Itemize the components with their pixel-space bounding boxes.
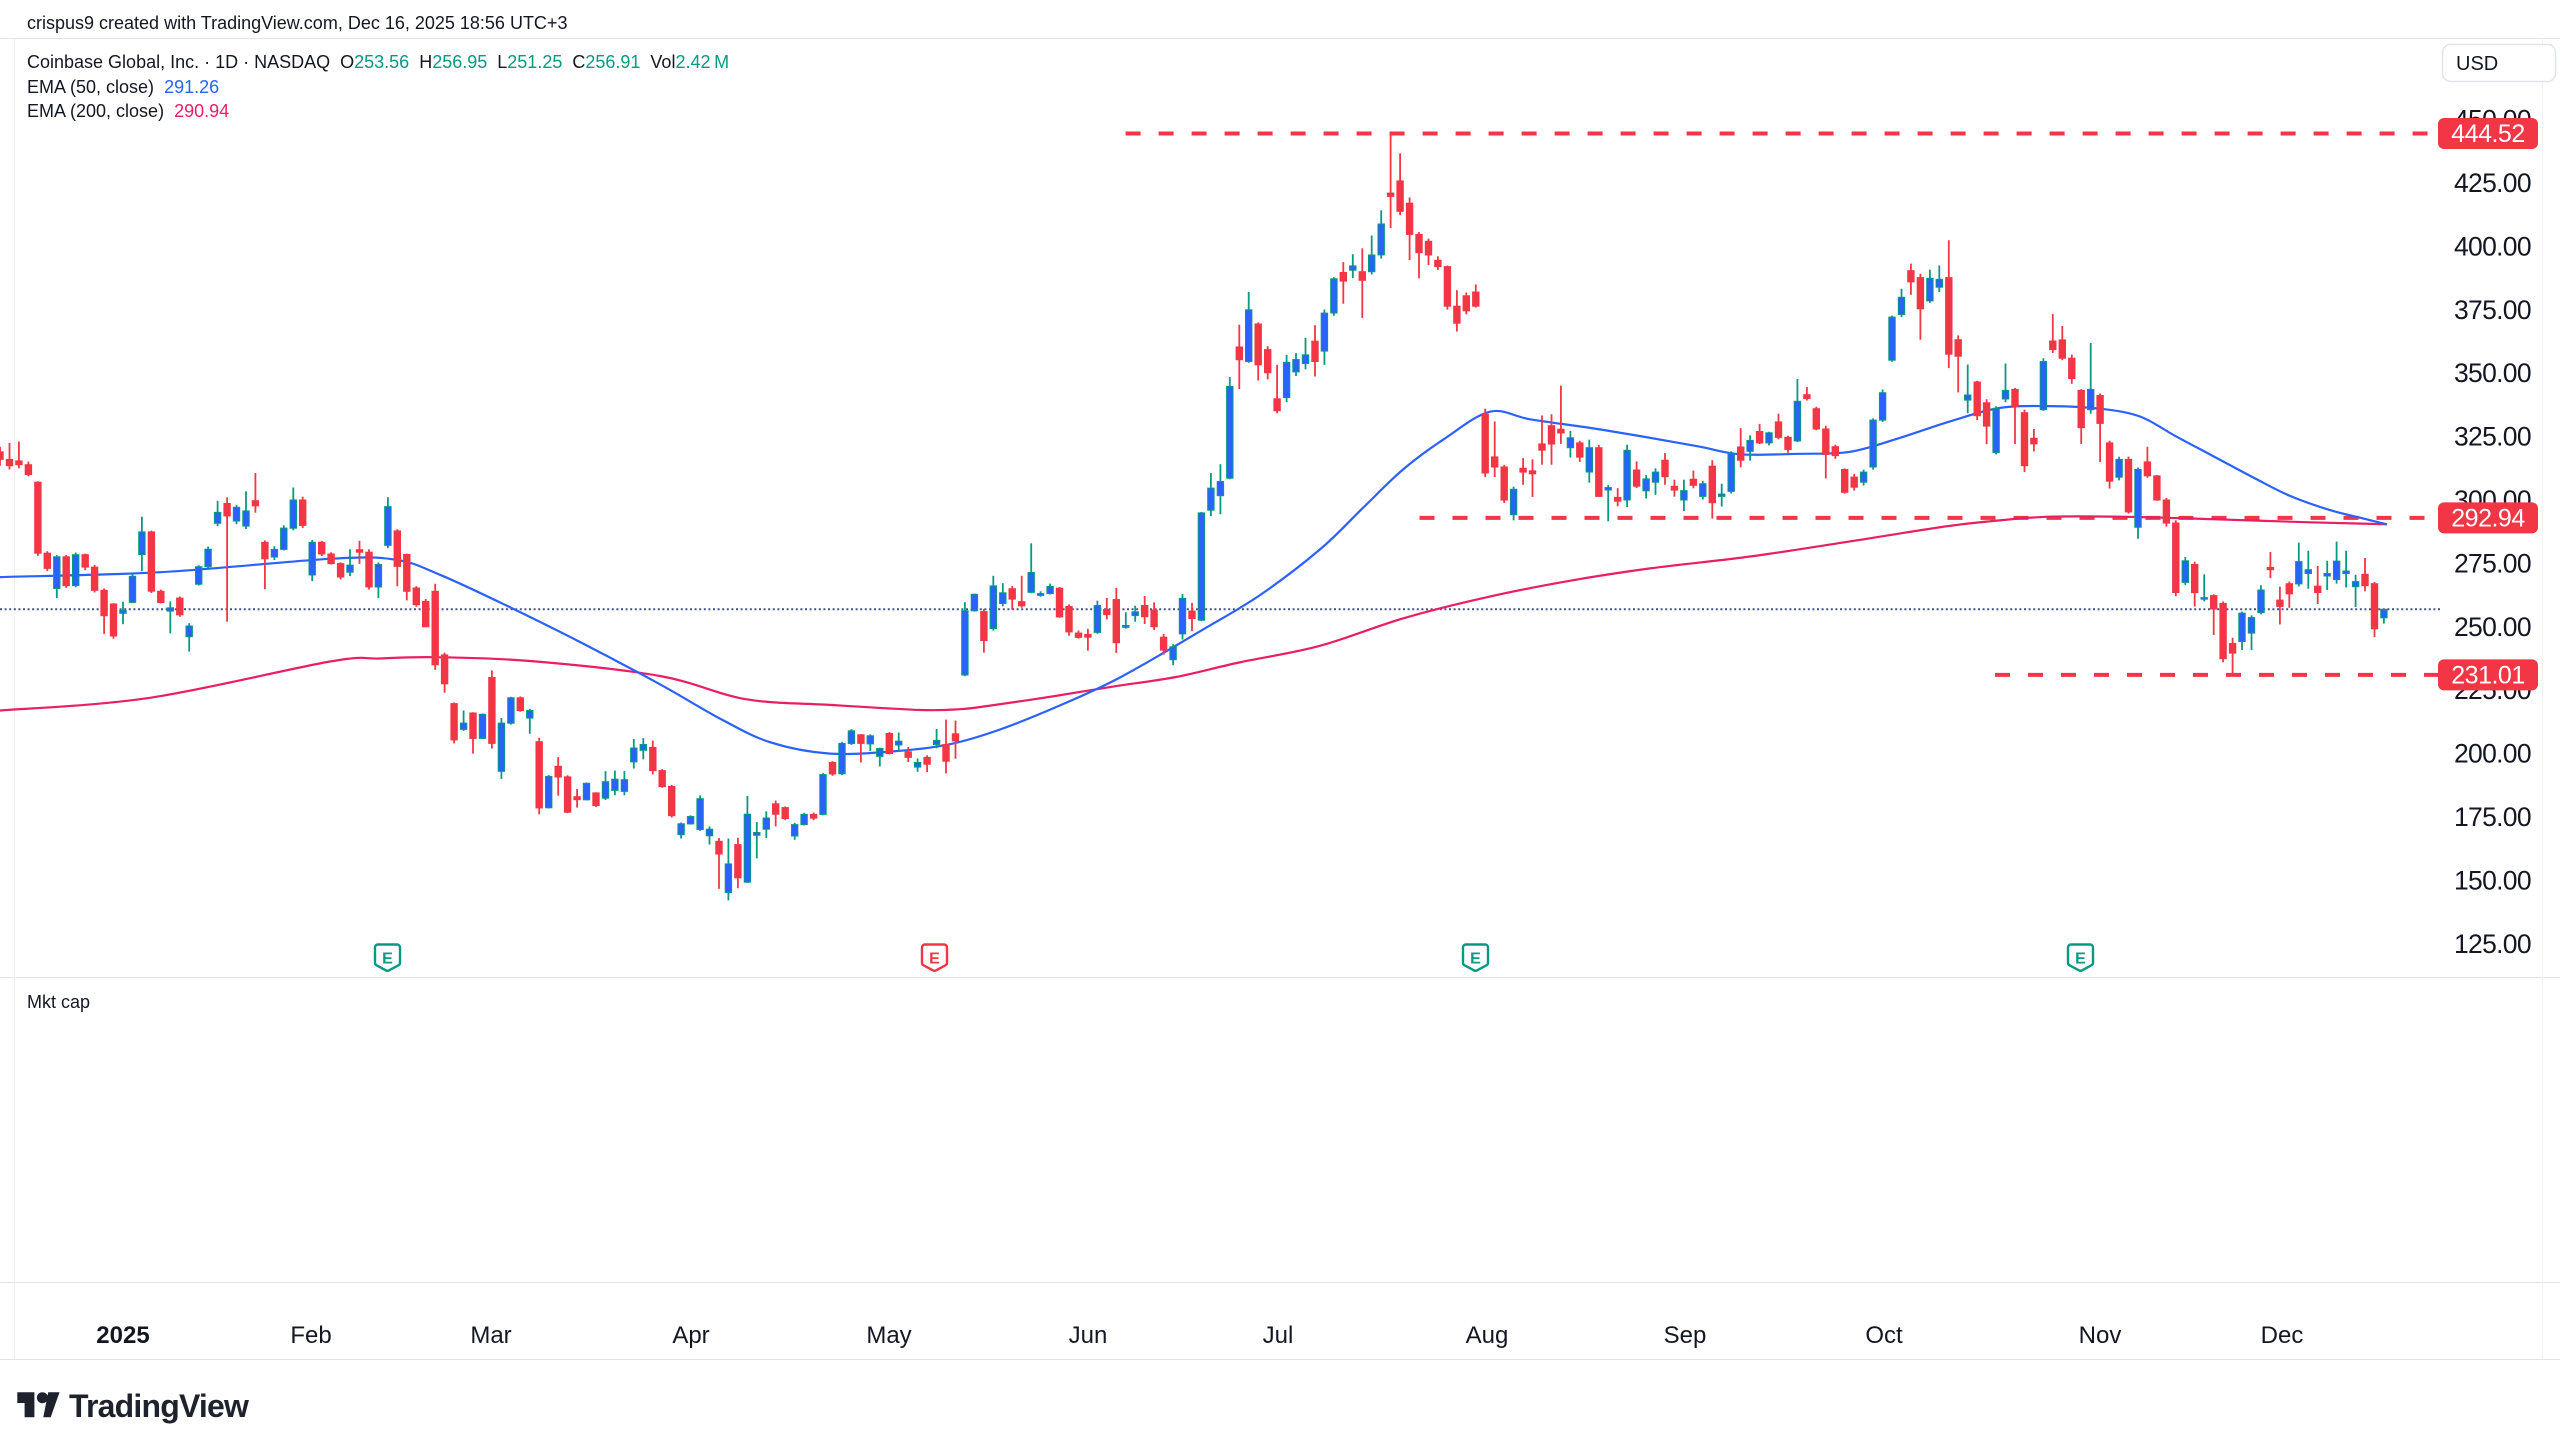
- svg-text:Oct: Oct: [1865, 1322, 1903, 1349]
- svg-text:EMA (50, close) 291.26: EMA (50, close) 291.26: [27, 77, 219, 97]
- svg-text:Aug: Aug: [1466, 1322, 1509, 1349]
- svg-text:Jul: Jul: [1263, 1322, 1294, 1349]
- svg-text:TradingView: TradingView: [69, 1388, 249, 1424]
- svg-text:E: E: [382, 951, 393, 968]
- svg-text:Sep: Sep: [1664, 1322, 1707, 1349]
- svg-text:425.00: 425.00: [2454, 168, 2531, 198]
- svg-text:May: May: [866, 1322, 911, 1349]
- svg-text:Apr: Apr: [672, 1322, 709, 1349]
- svg-text:350.00: 350.00: [2454, 358, 2531, 388]
- svg-text:E: E: [2075, 951, 2086, 968]
- svg-text:375.00: 375.00: [2454, 295, 2531, 325]
- svg-text:Jun: Jun: [1069, 1322, 1108, 1349]
- svg-text:275.00: 275.00: [2454, 548, 2531, 578]
- svg-text:2025: 2025: [96, 1322, 149, 1349]
- svg-text:231.01: 231.01: [2451, 661, 2524, 689]
- svg-text:USD: USD: [2456, 53, 2498, 75]
- svg-text:Coinbase Global, Inc. · 1D · N: Coinbase Global, Inc. · 1D · NASDAQ O253…: [27, 52, 729, 72]
- svg-text:444.52: 444.52: [2451, 120, 2524, 148]
- svg-text:292.94: 292.94: [2451, 504, 2525, 532]
- svg-text:crispus9 created with TradingV: crispus9 created with TradingView.com, D…: [27, 13, 567, 33]
- svg-text:EMA (200, close) 290.94: EMA (200, close) 290.94: [27, 101, 229, 121]
- svg-text:125.00: 125.00: [2454, 929, 2531, 959]
- svg-text:325.00: 325.00: [2454, 422, 2531, 452]
- svg-text:Feb: Feb: [290, 1322, 331, 1349]
- svg-text:250.00: 250.00: [2454, 612, 2531, 642]
- svg-text:Dec: Dec: [2261, 1322, 2304, 1349]
- svg-text:Mar: Mar: [470, 1322, 511, 1349]
- svg-text:Nov: Nov: [2079, 1322, 2122, 1349]
- svg-text:400.00: 400.00: [2454, 231, 2531, 261]
- svg-text:175.00: 175.00: [2454, 802, 2531, 832]
- svg-text:200.00: 200.00: [2454, 739, 2531, 769]
- svg-text:Mkt cap: Mkt cap: [27, 992, 90, 1012]
- svg-text:E: E: [1470, 951, 1481, 968]
- svg-text:150.00: 150.00: [2454, 865, 2531, 895]
- svg-text:E: E: [929, 951, 940, 968]
